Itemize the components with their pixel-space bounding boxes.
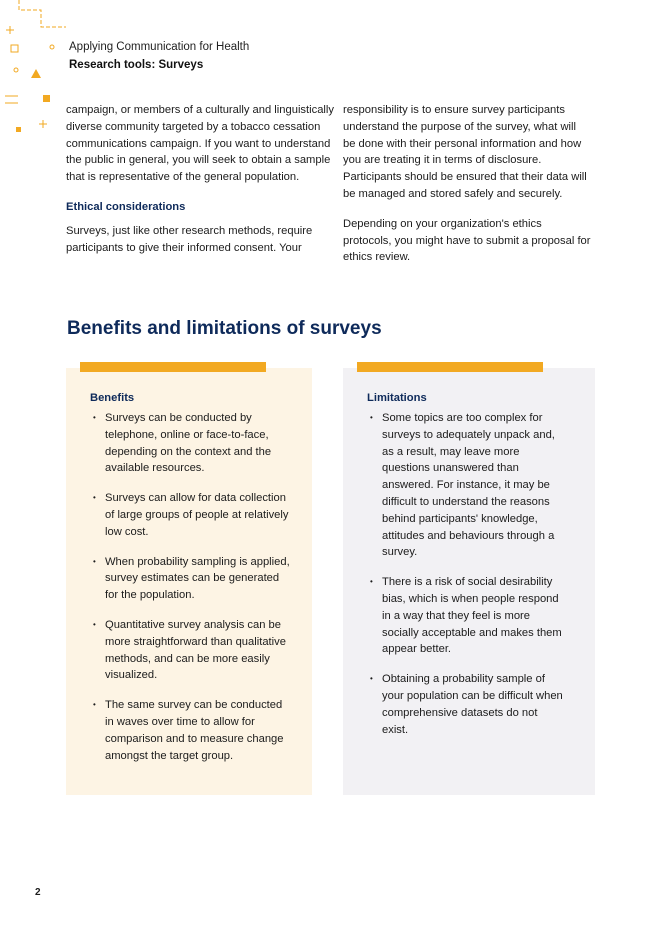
paragraph: responsibility is to ensure survey parti… xyxy=(343,104,587,200)
list-item: Quantitative survey analysis can be more… xyxy=(90,617,292,684)
left-column: campaign, or members of a culturally and… xyxy=(66,102,336,269)
accent-bar xyxy=(357,362,543,372)
benefits-box: Benefits Surveys can be conducted by tel… xyxy=(66,368,312,795)
document-series: Applying Communication for Health xyxy=(69,41,250,53)
list-item: Obtaining a probability sample of your p… xyxy=(367,671,565,738)
list-item: There is a risk of social desirability b… xyxy=(367,574,565,658)
paragraph: Depending on your organization's ethics … xyxy=(343,217,591,264)
limitations-box: Limitations Some topics are too complex … xyxy=(343,368,595,795)
right-column: responsibility is to ensure survey parti… xyxy=(343,102,591,279)
list-item: Surveys can be conducted by telephone, o… xyxy=(90,410,292,477)
list-item: Some topics are too complex for surveys … xyxy=(367,410,565,561)
section-title: Benefits and limitations of surveys xyxy=(67,318,382,339)
list-item: When probability sampling is applied, su… xyxy=(90,554,292,604)
benefits-title: Benefits xyxy=(90,392,135,404)
paragraph: campaign, or members of a culturally and… xyxy=(66,104,334,184)
list-item: The same survey can be conducted in wave… xyxy=(90,697,292,764)
document-title: Research tools: Surveys xyxy=(69,59,204,71)
list-item: Surveys can allow for data collection of… xyxy=(90,490,292,540)
decorative-pattern-icon xyxy=(5,0,66,132)
subheading: Ethical considerations xyxy=(66,200,186,213)
paragraph: Surveys, just like other research method… xyxy=(66,224,313,254)
limitations-title: Limitations xyxy=(367,392,427,404)
page-number: 2 xyxy=(35,887,41,898)
accent-bar xyxy=(80,362,266,372)
